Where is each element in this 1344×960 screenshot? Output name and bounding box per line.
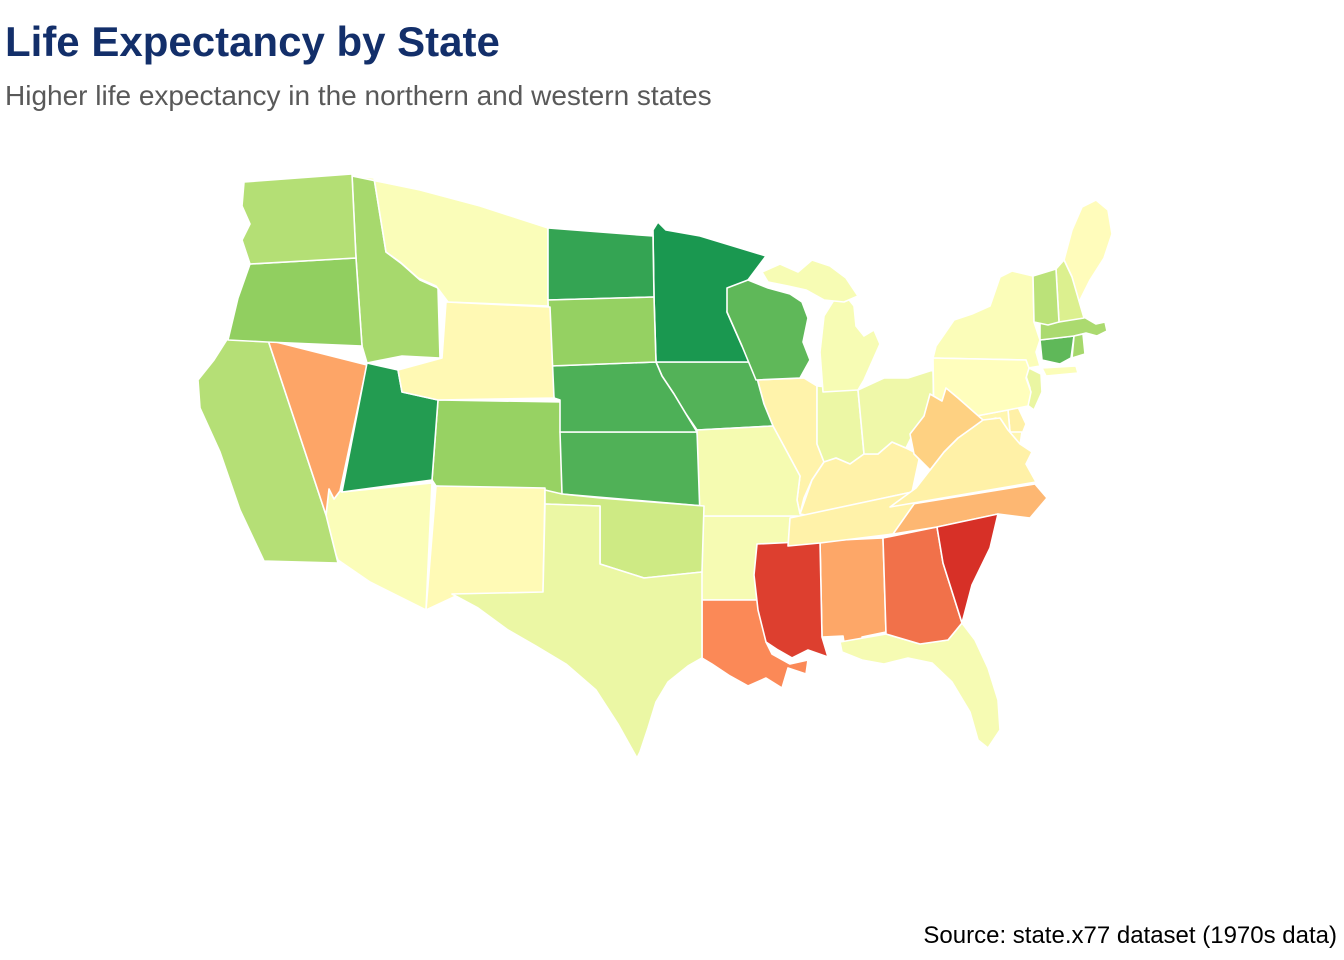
state-mi <box>819 295 881 393</box>
state-nm <box>425 485 546 611</box>
state-de <box>1007 406 1027 435</box>
state-az <box>325 482 433 611</box>
state-nd <box>547 227 655 301</box>
state-ms <box>753 540 829 659</box>
state-ne <box>549 361 698 433</box>
state-or <box>227 257 363 347</box>
state-wv <box>909 387 984 471</box>
state-in <box>816 385 865 465</box>
page-subtitle: Higher life expectancy in the northern a… <box>5 80 712 111</box>
state-mi <box>761 259 859 303</box>
state-ny <box>1041 365 1079 377</box>
state-sc <box>936 513 999 624</box>
state-ny <box>932 270 1041 369</box>
state-nc <box>887 483 1048 535</box>
state-co <box>431 399 567 495</box>
legend: Life Expectancy (years) 6869707172 <box>0 805 1344 915</box>
state-sd <box>547 296 657 367</box>
state-tx <box>451 503 703 759</box>
state-wi <box>726 279 811 381</box>
state-ri <box>1071 333 1086 359</box>
state-mt <box>351 175 549 307</box>
source-note: Source: state.x77 dataset (1970s data) <box>923 922 1337 949</box>
state-vt <box>1032 268 1060 326</box>
state-wa <box>241 173 357 265</box>
page-title: Life Expectancy by State <box>5 18 500 65</box>
state-wy <box>397 301 555 401</box>
state-ks <box>559 431 705 507</box>
